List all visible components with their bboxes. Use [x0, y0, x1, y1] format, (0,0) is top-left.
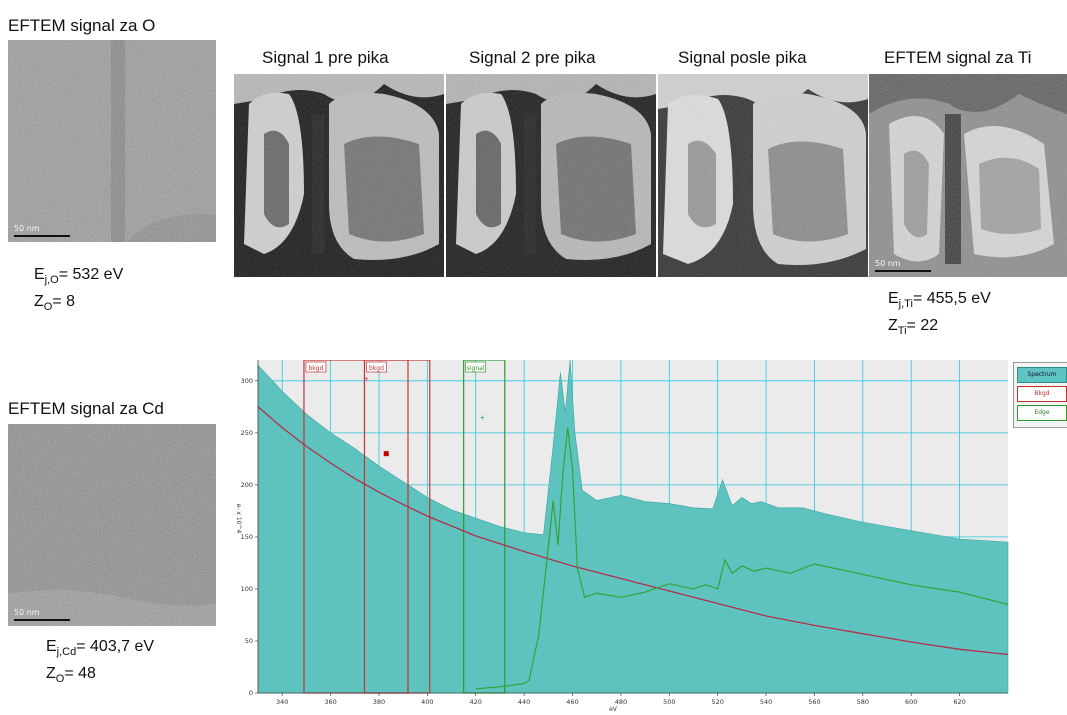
signal-after-peak-image — [658, 74, 868, 277]
o-energy-sub: j,O — [44, 274, 59, 286]
signal1-image — [234, 74, 444, 277]
cd-panel-title: EFTEM signal za Cd — [8, 399, 164, 418]
ti-energy-info: Ej,Ti= 455,5 eV ZTi= 22 — [888, 288, 991, 342]
signal-marker: + — [480, 413, 485, 422]
window-label-0: bkgd — [309, 365, 324, 372]
s1-panel-title: Signal 1 pre pika — [262, 48, 389, 67]
bkgd-line — [257, 406, 1009, 656]
legend-spectrum: Spectrum — [1017, 367, 1067, 383]
s2-panel-title: Signal 2 pre pika — [469, 48, 596, 67]
window-label-box-0 — [305, 361, 327, 373]
ti-z-prefix: Z — [888, 317, 898, 334]
x-tick-label: 360 — [324, 698, 336, 706]
ti-z-sub: Ti — [897, 325, 907, 337]
x-tick-label: 540 — [760, 698, 772, 706]
o-z-prefix: Z — [34, 293, 44, 310]
o-energy-value: = 532 eV — [58, 266, 124, 283]
edge-line — [475, 427, 1009, 690]
y-tick-label: 300 — [241, 377, 253, 385]
cd-z-sub: O — [55, 673, 65, 685]
y-tick-label: 50 — [245, 637, 253, 645]
cd-scale-label: 50 nm — [14, 608, 40, 617]
ti-panel-title: EFTEM signal za Ti — [884, 48, 1032, 67]
x-tick-label: 480 — [615, 698, 627, 706]
bkgd-marker: + — [364, 375, 369, 384]
x-tick-label: 400 — [421, 698, 433, 706]
o-z-value: = 8 — [52, 293, 76, 310]
y-tick-label: 100 — [241, 585, 253, 593]
ti-scale-bar — [875, 270, 931, 272]
cd-energy-prefix: E — [46, 638, 57, 655]
legend-bkgd: Bkgd — [1017, 386, 1067, 402]
y-tick-label: 250 — [241, 429, 253, 437]
x-axis-label: eV — [609, 706, 618, 713]
bkgd-point — [383, 451, 389, 457]
spectrum-area — [257, 360, 1009, 694]
y-tick-label: 0 — [249, 689, 253, 697]
y-tick-label: 150 — [241, 533, 253, 541]
ti-energy-value: = 455,5 eV — [912, 290, 991, 307]
x-tick-label: 460 — [566, 698, 578, 706]
o-scale-bar — [14, 235, 70, 237]
ti-z-value: = 22 — [906, 317, 939, 334]
cd-energy-sub: j,Cd — [56, 646, 77, 658]
ti-scale-label: 50 nm — [875, 259, 901, 268]
x-tick-label: 520 — [711, 698, 723, 706]
signal2-image — [446, 74, 656, 277]
cd-z-prefix: Z — [46, 665, 56, 682]
window-label-1: bkgd — [369, 365, 384, 372]
s3-panel-title: Signal posle pika — [678, 48, 807, 67]
o-scale-label: 50 nm — [14, 224, 40, 233]
o-eftem-image: 50 nm — [8, 40, 216, 242]
window-label-2: signal — [467, 365, 485, 372]
x-tick-label: 420 — [470, 698, 482, 706]
y-axis-label: e- x 10^4 — [235, 504, 242, 534]
eels-spectrum-chart: bkgd bkgd signal + +340 360 380 400 420 440 460 480… — [235, 360, 1009, 713]
x-tick-label: 600 — [905, 698, 917, 706]
window-label-box-1 — [366, 361, 387, 373]
cd-z-value: = 48 — [64, 665, 96, 682]
x-tick-label: 620 — [953, 698, 965, 706]
x-tick-label: 580 — [857, 698, 869, 706]
ti-eftem-image: 50 nm — [869, 74, 1067, 277]
window-label-box-2 — [465, 361, 486, 373]
y-tick-label: 200 — [241, 481, 253, 489]
cd-eftem-image: 50 nm — [8, 424, 216, 626]
ti-energy-prefix: E — [888, 290, 899, 307]
cd-energy-value: = 403,7 eV — [76, 638, 155, 655]
x-tick-label: 500 — [663, 698, 675, 706]
x-tick-label: 440 — [518, 698, 530, 706]
x-tick-label: 560 — [808, 698, 820, 706]
x-tick-label: 340 — [276, 698, 288, 706]
ti-energy-sub: j,Ti — [898, 298, 913, 310]
legend-edge: Edge — [1017, 405, 1067, 421]
x-tick-label: 380 — [373, 698, 385, 706]
chart-legend: Spectrum Bkgd Edge — [1013, 362, 1067, 428]
o-z-sub: O — [43, 301, 53, 313]
cd-scale-bar — [14, 619, 70, 621]
o-energy-prefix: E — [34, 266, 45, 283]
cd-energy-info: Ej,Cd= 403,7 eV ZO= 48 — [46, 636, 154, 690]
o-energy-info: Ej,O= 532 eV ZO= 8 — [34, 264, 123, 318]
o-panel-title: EFTEM signal za O — [8, 16, 156, 35]
